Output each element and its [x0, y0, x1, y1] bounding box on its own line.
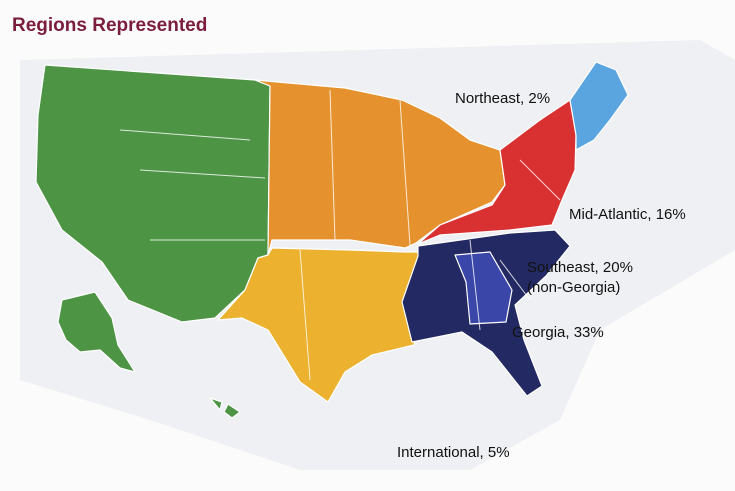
region: [569, 61, 629, 151]
state-line: [399, 99, 411, 246]
state-line: [139, 169, 266, 179]
region: [254, 79, 506, 256]
region-label: Mid-Atlantic, 16%: [569, 206, 686, 223]
title: Regions Represented: [12, 15, 207, 36]
region: [57, 291, 136, 373]
international-label: International, 5%: [397, 444, 510, 461]
state-line: [299, 249, 311, 381]
region: [209, 397, 241, 419]
region-label: Northeast, 2%: [455, 90, 550, 107]
region: [454, 251, 513, 325]
region-label: Georgia, 33%: [512, 324, 604, 341]
region-label: Southeast, 20%: [527, 259, 633, 276]
state-line: [469, 239, 481, 331]
state-line: [119, 129, 251, 141]
state-line: [329, 89, 336, 241]
region-note: (non-Georgia): [527, 279, 620, 296]
state-line: [499, 259, 531, 301]
state-line: [519, 159, 561, 201]
region: [217, 247, 421, 403]
